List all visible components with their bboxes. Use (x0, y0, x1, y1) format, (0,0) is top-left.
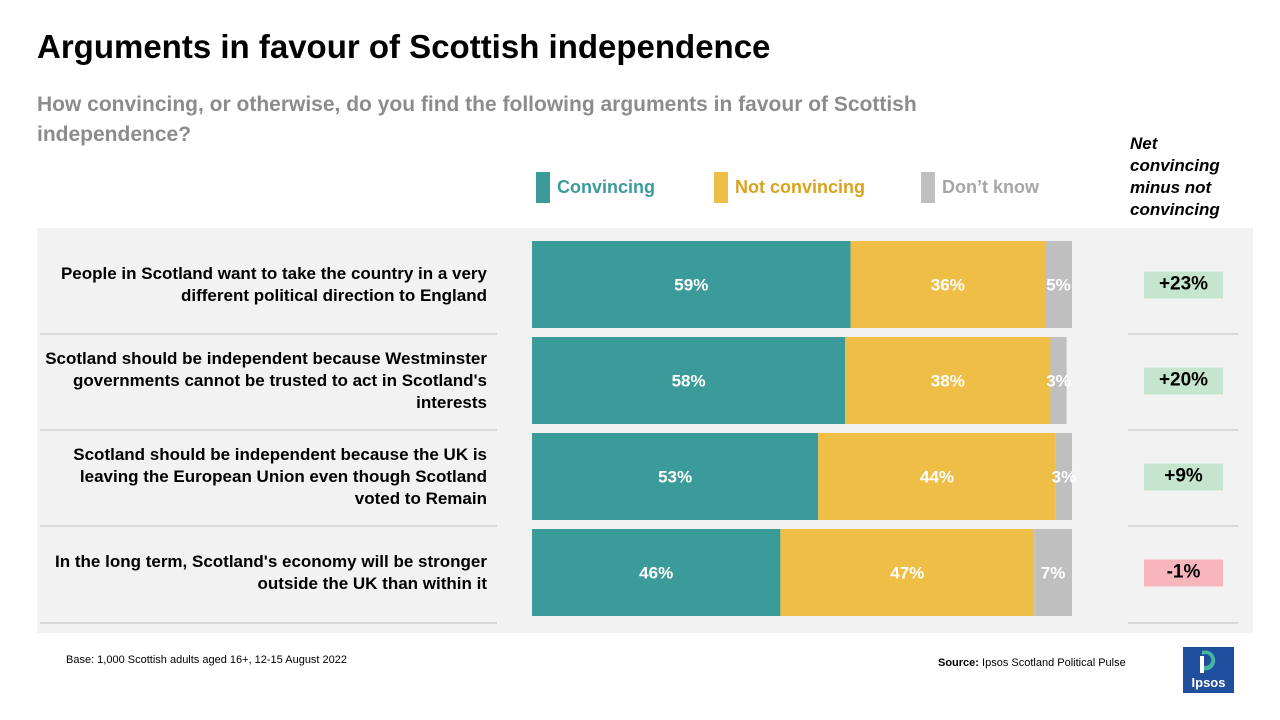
data-label-dont-know-row-2: 3% (1046, 372, 1071, 391)
data-label-not-convincing-row-1: 36% (931, 276, 965, 295)
data-label-not-convincing-row-2: 38% (931, 372, 965, 391)
base-footnote: Base: 1,000 Scottish adults aged 16+, 12… (66, 654, 348, 666)
bar-dont-know-row-2 (1050, 337, 1067, 424)
bar-convincing-row-3 (532, 433, 819, 520)
data-label-not-convincing-row-3: 44% (920, 468, 954, 487)
data-label-dont-know-row-3: 3% (1052, 468, 1077, 487)
row-label-3: Scotland should be independent because t… (73, 444, 487, 508)
logo-mark-icon (1200, 650, 1216, 673)
data-label-convincing-row-2: 58% (672, 372, 706, 391)
bar-not-convincing-row-3 (818, 433, 1056, 520)
bar-not-convincing-row-1 (850, 241, 1045, 328)
logo-text: Ipsos (1191, 675, 1226, 690)
data-label-not-convincing-row-4: 47% (890, 564, 924, 583)
chart-subtitle: How convincing, or otherwise, do you fin… (37, 93, 917, 146)
bar-convincing-row-4 (532, 529, 781, 616)
legend-swatch-convincing (536, 172, 550, 203)
legend-swatch-dont-know (921, 172, 935, 203)
source-text: Ipsos Scotland Political Pulse (982, 657, 1126, 669)
legend-swatch-not-convincing (714, 172, 728, 203)
net-badge-row-3: +9% (1144, 463, 1223, 490)
bar-dont-know-row-4 (1034, 529, 1072, 616)
row-label-1: People in Scotland want to take the coun… (60, 263, 487, 305)
bar-dont-know-row-3 (1055, 433, 1072, 520)
net-badge-row-1: +23% (1144, 271, 1223, 298)
data-label-dont-know-row-1: 5% (1046, 276, 1071, 295)
legend-label-convincing: Convincing (557, 177, 655, 197)
net-column-header: Net convincing minus not convincing (1130, 134, 1220, 219)
ipsos-logo: Ipsos (1183, 647, 1234, 693)
bar-not-convincing-row-2 (845, 337, 1051, 424)
data-label-convincing-row-4: 46% (639, 564, 673, 583)
legend-label-not-convincing: Not convincing (735, 177, 865, 197)
data-label-convincing-row-1: 59% (674, 276, 708, 295)
source-note: Source: Ipsos Scotland Political Pulse (938, 657, 1126, 669)
data-label-convincing-row-3: 53% (658, 468, 692, 487)
legend-item-convincing: Convincing (536, 172, 655, 203)
net-badge-row-4: -1% (1144, 559, 1223, 586)
legend-item-dont-know: Don’t know (921, 172, 1039, 203)
data-label-dont-know-row-4: 7% (1041, 564, 1066, 583)
legend-label-dont-know: Don’t know (942, 177, 1039, 197)
bar-convincing-row-1 (532, 241, 851, 328)
bar-dont-know-row-1 (1045, 241, 1072, 328)
net-badge-row-2: +20% (1144, 367, 1223, 394)
legend-item-not-convincing: Not convincing (714, 172, 865, 203)
bar-convincing-row-2 (532, 337, 846, 424)
chart-title: Arguments in favour of Scottish independ… (37, 28, 771, 65)
bar-not-convincing-row-4 (780, 529, 1035, 616)
row-label-4: In the long term, Scotland's economy wil… (55, 551, 487, 593)
row-label-2: Scotland should be independent because W… (45, 348, 487, 412)
source-label: Source: (938, 657, 979, 669)
